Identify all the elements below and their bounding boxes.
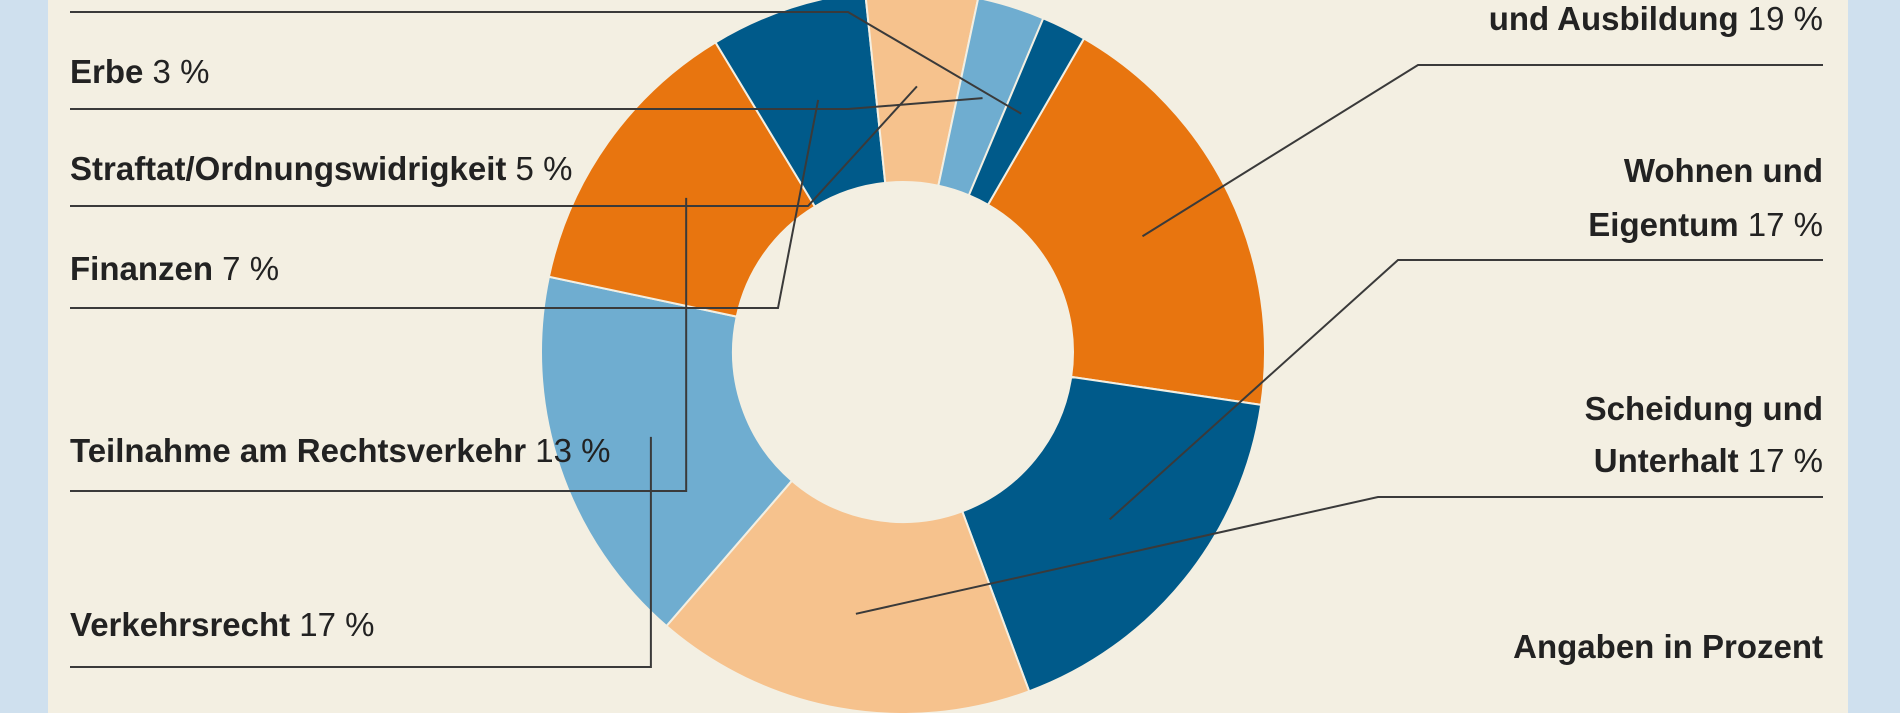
leader-line-3 xyxy=(70,436,652,668)
slice-4 xyxy=(547,40,817,318)
leader-line-6 xyxy=(70,85,918,207)
slice-label-4-line-0: Teilnahme am Rechtsverkehr 13 % xyxy=(70,432,610,469)
slice-5 xyxy=(714,0,887,208)
leader-line-7 xyxy=(70,97,983,110)
leader-lines-group xyxy=(70,11,1823,668)
leader-line-5 xyxy=(70,99,820,309)
slice-label-1-line-0: Wohnen und xyxy=(1624,152,1823,189)
slice-2 xyxy=(665,479,1031,713)
leader-line-0 xyxy=(1141,64,1823,238)
slice-1 xyxy=(960,375,1263,693)
donut-chart: und Ausbildung 19 % Wohnen und Eigentum 17… xyxy=(70,0,1823,713)
slice-label-2-line-0: Scheidung und xyxy=(1585,390,1823,427)
leader-line-2 xyxy=(855,496,1823,615)
slices-group xyxy=(540,0,1266,713)
units-note: Angaben in Prozent xyxy=(1513,628,1823,665)
slice-label-5-line-0: Finanzen 7 % xyxy=(70,250,279,287)
slice-label-3-line-0: Verkehrsrecht 17 % xyxy=(70,606,375,643)
slice-8 xyxy=(967,16,1086,207)
leader-line-8 xyxy=(70,11,1022,115)
slice-label-2-line-1: Unterhalt 17 % xyxy=(1594,442,1823,479)
chart-panel: und Ausbildung 19 % Wohnen und Eigentum 17… xyxy=(48,0,1848,713)
labels-group: und Ausbildung 19 % Wohnen und Eigentum 17… xyxy=(70,0,1823,643)
slice-label-6-line-0: Straftat/Ordnungswidrigkeit 5 % xyxy=(70,150,572,187)
slice-label-0-line-0: und Ausbildung 19 % xyxy=(1489,0,1823,37)
slice-label-7-line-0: Erbe 3 % xyxy=(70,53,209,90)
slice-6 xyxy=(864,0,979,187)
leader-line-1 xyxy=(1109,259,1823,521)
leader-line-4 xyxy=(70,197,688,492)
slice-label-1-line-1: Eigentum 17 % xyxy=(1588,206,1823,243)
slice-0 xyxy=(986,37,1266,407)
